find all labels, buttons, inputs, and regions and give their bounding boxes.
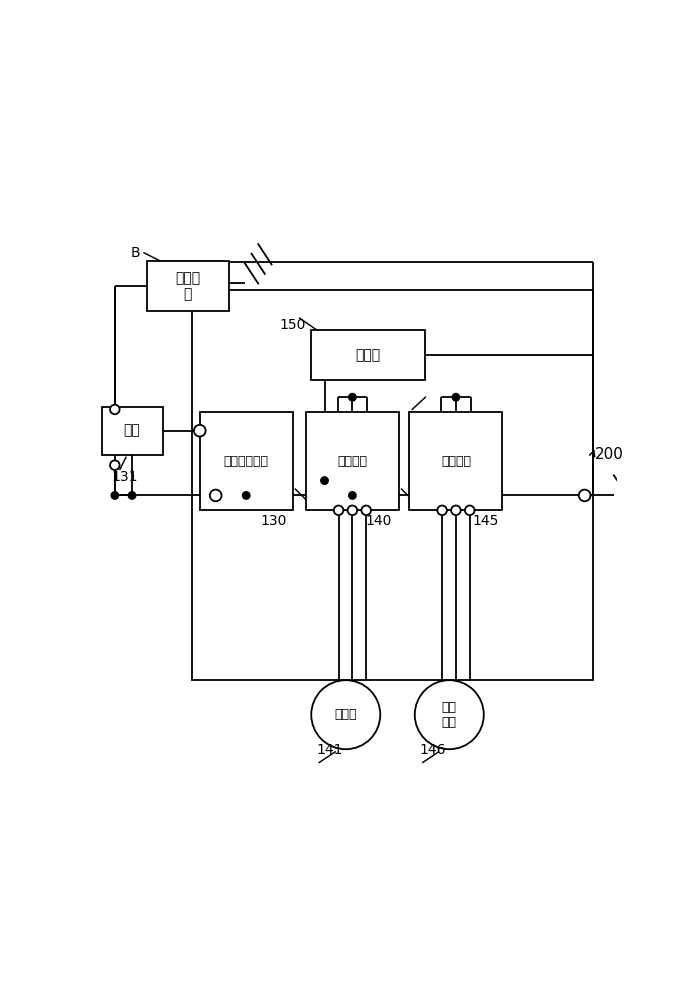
Text: 141: 141 <box>316 743 343 757</box>
Circle shape <box>347 506 357 515</box>
Text: 控制部: 控制部 <box>356 348 381 362</box>
Text: 145: 145 <box>472 514 499 528</box>
Text: 負載: 負載 <box>124 424 140 438</box>
Circle shape <box>321 477 328 484</box>
Text: B: B <box>130 246 140 260</box>
Bar <box>200 412 292 510</box>
Text: 負載控制電路: 負載控制電路 <box>224 455 269 468</box>
Circle shape <box>465 506 475 515</box>
Circle shape <box>349 394 356 401</box>
Circle shape <box>110 460 120 470</box>
Bar <box>311 330 425 380</box>
Circle shape <box>210 490 221 501</box>
Circle shape <box>579 490 590 501</box>
Circle shape <box>349 492 356 499</box>
Circle shape <box>128 492 136 499</box>
Text: 整流電路: 整流電路 <box>338 455 367 468</box>
Text: 蓄電池
組: 蓄電池 組 <box>175 271 201 301</box>
Text: 駅動電路: 駅動電路 <box>441 455 471 468</box>
Text: 130: 130 <box>261 514 287 528</box>
Circle shape <box>242 492 250 499</box>
Circle shape <box>362 506 371 515</box>
Bar <box>147 261 229 311</box>
Circle shape <box>334 506 343 515</box>
Circle shape <box>194 425 206 437</box>
Circle shape <box>451 506 461 515</box>
Circle shape <box>437 506 447 515</box>
Bar <box>306 412 399 510</box>
Circle shape <box>111 492 119 499</box>
Text: 起動
馬達: 起動 馬達 <box>442 701 457 729</box>
Text: 150: 150 <box>279 318 306 332</box>
Bar <box>101 407 162 455</box>
Text: 140: 140 <box>366 514 393 528</box>
Text: 200: 200 <box>595 447 624 462</box>
Bar <box>410 412 502 510</box>
Circle shape <box>110 405 120 414</box>
Circle shape <box>452 394 460 401</box>
Text: 131: 131 <box>111 470 138 484</box>
Bar <box>192 290 593 680</box>
Text: 146: 146 <box>419 743 445 757</box>
Text: 發電機: 發電機 <box>334 708 357 721</box>
